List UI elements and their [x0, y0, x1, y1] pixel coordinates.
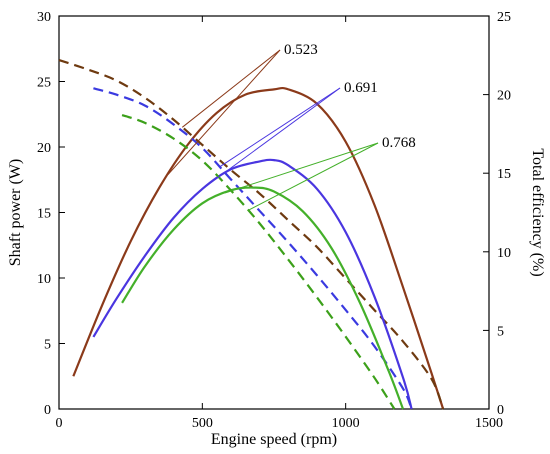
y-left-tick-label: 10	[37, 272, 51, 287]
x-tick-label: 0	[56, 416, 63, 431]
series-0523-power-line	[72, 86, 445, 410]
y-left-tick-label: 25	[37, 76, 51, 91]
x-tick-label: 500	[192, 416, 213, 431]
series-0691-power-line	[92, 158, 413, 410]
y-right-tick-label: 10	[497, 246, 511, 261]
x-axis-title: Engine speed (rpm)	[211, 431, 337, 448]
annotation-label-0691: 0.691	[344, 80, 378, 96]
y-right-tick-label: 15	[497, 167, 511, 182]
annotation-label-0523: 0.523	[284, 42, 318, 58]
y-left-tick-label: 15	[37, 207, 51, 222]
annotation-leader-line	[181, 49, 281, 128]
series-0691-efficiency-line	[93, 87, 413, 410]
y-left-tick-label: 5	[44, 338, 51, 353]
x-tick-label: 1000	[332, 416, 360, 431]
y-right-tick-label: 20	[497, 89, 511, 104]
x-tick-label: 1500	[475, 416, 503, 431]
series-0768-efficiency-line	[121, 113, 396, 410]
y-left-tick-label: 20	[37, 141, 51, 156]
y-right-axis-title: Total efficiency (%)	[529, 148, 546, 276]
y-left-axis-title: Shaft power (W)	[7, 159, 24, 267]
annotation-leader-line	[167, 49, 281, 175]
annotation-leader-line	[225, 142, 379, 194]
series-0768-power-line	[121, 186, 405, 410]
annotation-leader-line	[202, 87, 341, 190]
y-right-tick-label: 25	[497, 10, 511, 25]
annotation-label-0768: 0.768	[382, 135, 416, 151]
y-right-tick-label: 5	[497, 324, 504, 339]
y-left-tick-label: 0	[44, 403, 51, 418]
y-left-tick-label: 30	[37, 10, 51, 25]
annotation-leader-line	[219, 87, 341, 168]
y-right-tick-label: 0	[497, 403, 504, 418]
annotation-leader-line	[247, 142, 379, 211]
series-0523-efficiency-line	[58, 58, 445, 410]
